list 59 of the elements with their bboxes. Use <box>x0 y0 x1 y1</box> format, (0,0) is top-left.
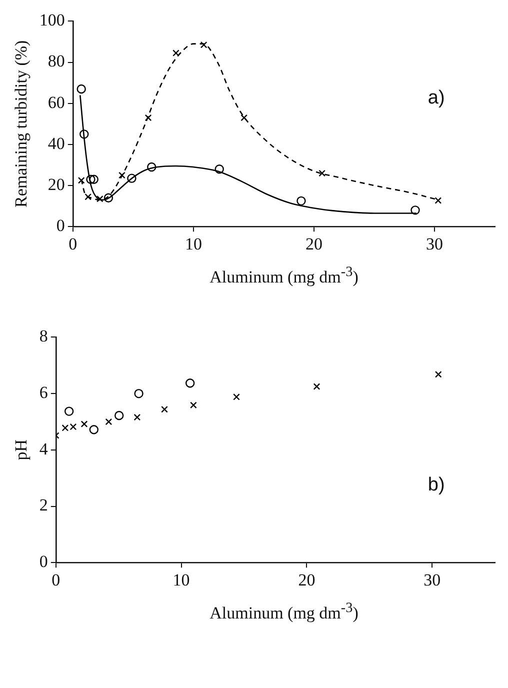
point <box>134 388 144 398</box>
x-tick-label: 20 <box>298 570 316 590</box>
point <box>147 162 156 172</box>
point <box>144 114 152 122</box>
point <box>86 174 96 184</box>
point <box>313 383 320 390</box>
y-axis-title: pH <box>12 440 31 460</box>
point <box>96 195 104 202</box>
point <box>434 370 442 378</box>
x-tick-label: 10 <box>184 234 202 254</box>
point <box>89 174 98 184</box>
y-tick-label: 80 <box>48 52 65 71</box>
point <box>127 174 136 183</box>
point <box>296 196 306 206</box>
point <box>318 170 326 177</box>
y-tick-label: 40 <box>48 134 65 153</box>
y-tick-label: 100 <box>39 10 65 30</box>
point <box>114 410 124 420</box>
point <box>233 394 240 400</box>
y-tick-label: 8 <box>39 326 48 346</box>
y-tick-label: 0 <box>56 216 65 236</box>
point <box>64 406 74 416</box>
x-tick-label: 0 <box>68 234 78 254</box>
point <box>80 420 88 428</box>
point <box>76 84 86 94</box>
point <box>89 425 98 434</box>
y-tick-label: 0 <box>39 552 48 572</box>
point <box>118 172 126 179</box>
annotation: b) <box>428 474 445 496</box>
x-tick-label: 20 <box>305 234 322 254</box>
x-tick-label: 30 <box>426 234 444 254</box>
point <box>104 193 114 202</box>
y-tick-label: 20 <box>48 174 65 194</box>
y-tick-label: 60 <box>48 92 65 112</box>
y-tick-label: 2 <box>39 496 48 515</box>
point <box>200 41 208 48</box>
point <box>434 197 442 204</box>
y-tick-label: 4 <box>39 439 48 458</box>
y-tick-label: 6 <box>39 383 48 402</box>
point <box>62 424 69 432</box>
point <box>84 193 92 200</box>
point <box>134 414 141 421</box>
point <box>105 418 112 426</box>
x-tick-label: 30 <box>424 570 441 590</box>
point <box>161 406 168 413</box>
point <box>190 402 197 409</box>
point <box>240 114 248 122</box>
point <box>80 130 89 139</box>
point <box>410 206 420 215</box>
point <box>78 176 85 184</box>
point <box>214 164 224 174</box>
y-axis-title: Remaining turbidity (%) <box>12 40 31 208</box>
x-axis-title: Aluminum (mg dm$^{-3}$) <box>208 264 360 289</box>
annotation: a) <box>428 87 445 108</box>
point <box>70 423 77 430</box>
point <box>185 378 195 388</box>
x-axis-title: Aluminum (mg dm$^{-3}$) <box>208 600 360 625</box>
x-tick-label: 10 <box>172 570 190 590</box>
point <box>172 50 180 56</box>
